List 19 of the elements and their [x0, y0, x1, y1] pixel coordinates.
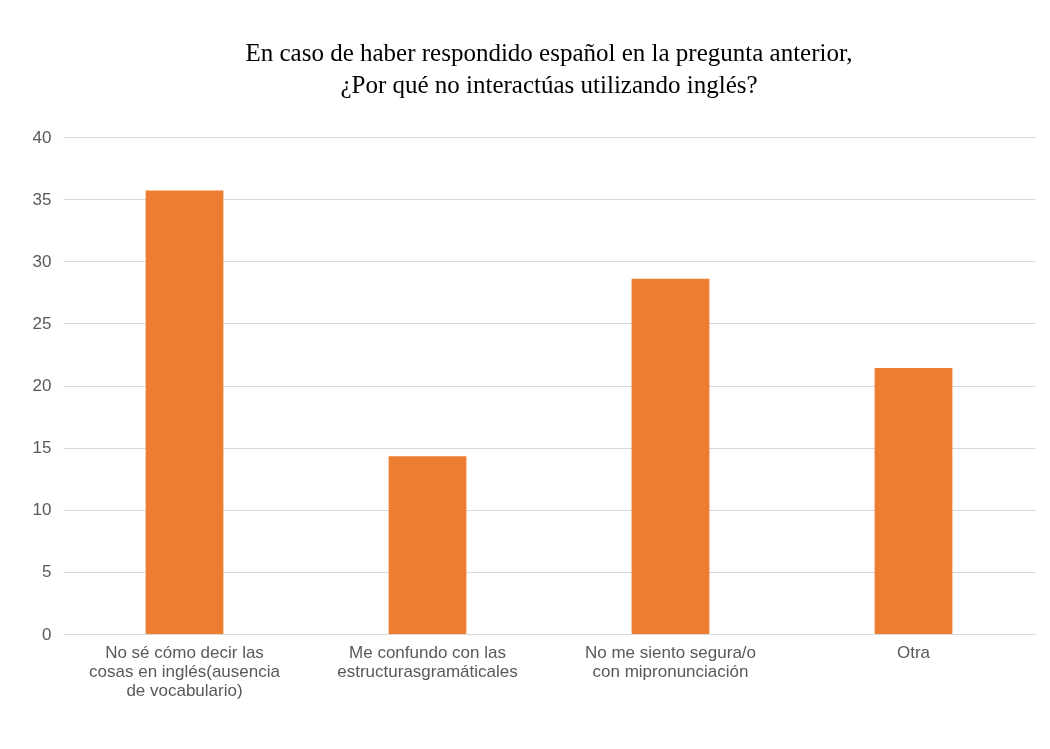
y-tick-label: 15 [32, 438, 52, 458]
y-tick-label: 40 [32, 127, 52, 147]
x-tick-label: Otra [896, 642, 931, 662]
y-tick-label: 0 [42, 624, 52, 644]
text: En caso de haber respondido español en la pregunta anterior, [245, 39, 853, 66]
y-tick-label: 30 [32, 251, 52, 271]
x-tick-label: No sé cómo decir las cosas en inglés(ausencia de vocabulario) [89, 642, 281, 700]
x-tick-label: No me siento segura/o con mipronunciación [584, 642, 757, 681]
y-tick-label: 20 [32, 376, 52, 395]
bar [874, 368, 953, 634]
x-tick-label: Me confundo con las estructurasgramáticales [337, 642, 518, 681]
bar [145, 190, 224, 634]
y-tick-label: 5 [42, 562, 52, 582]
text: ¿Por qué no interactúas utilizando inglés? [340, 71, 758, 98]
y-tick-label: 35 [32, 189, 52, 209]
y-tick-label: 25 [32, 313, 52, 333]
y-tick-label: 10 [32, 500, 52, 520]
bar [631, 278, 710, 634]
bar [388, 456, 467, 634]
